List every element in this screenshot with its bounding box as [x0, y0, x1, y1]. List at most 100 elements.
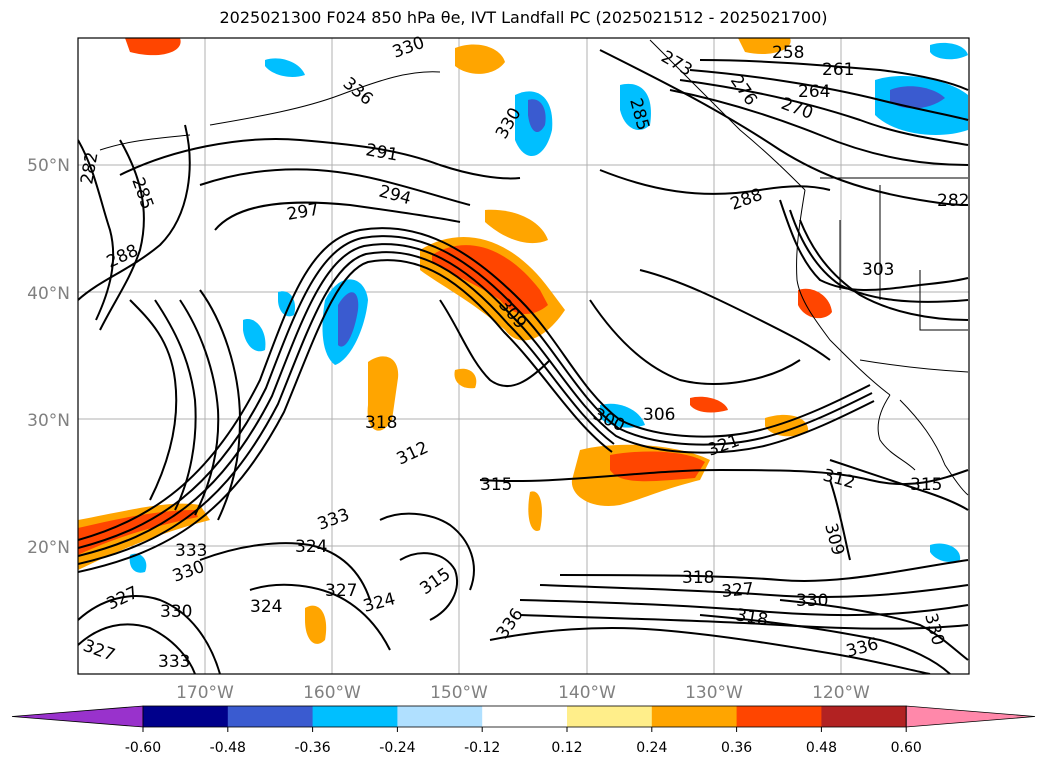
longitude-labels: 170°W 160°W 150°W 140°W 130°W 120°W — [176, 683, 870, 703]
ivt-positive-coast — [798, 288, 832, 319]
ivt-positive-central — [367, 356, 399, 431]
colorbar-tick-label: -0.60 — [125, 740, 161, 756]
lat-label-40: 40°N — [27, 284, 70, 304]
coastline-alaska-west — [99, 134, 191, 151]
lat-label-20: 20°N — [27, 538, 70, 558]
ivt-shading — [78, 38, 968, 644]
contour-south-mid-1 — [379, 512, 475, 591]
contour-labels: 282 285 288 291 294 297 261 258 264 270 … — [77, 33, 969, 672]
contour-288-east — [599, 169, 831, 195]
contour-west-294 — [179, 299, 220, 516]
ivt-strong-negative-northeast — [890, 86, 945, 109]
lon-label-150: 150°W — [430, 683, 488, 703]
contour-312-jet-5 — [78, 259, 613, 573]
colorbar-segment — [312, 706, 398, 727]
contour-285-west — [99, 139, 145, 331]
contour-north-264 — [689, 69, 969, 121]
lon-label-160: 160°W — [303, 683, 361, 703]
contour-label: 261 — [822, 60, 854, 80]
ivt-positive-small-7 — [485, 209, 548, 244]
contour-label: 327 — [325, 581, 357, 601]
contour-west-288 — [129, 299, 178, 501]
colorbar-segment — [397, 706, 483, 727]
contour-label: 315 — [480, 475, 512, 495]
contour-west-291 — [154, 299, 197, 511]
coastline-mexico — [899, 399, 969, 496]
contour-south-west-3 — [199, 542, 371, 601]
contour-mid-1 — [439, 299, 551, 387]
contour-label: 282 — [937, 191, 969, 211]
contour-label: 324 — [250, 597, 282, 617]
colorbar-tick-label: -0.48 — [210, 740, 246, 756]
contour-309-jet-4 — [78, 251, 615, 565]
contour-291 — [119, 138, 521, 180]
contour-south-mid-2 — [399, 552, 458, 621]
contour-330-south — [779, 599, 969, 661]
contour-south-west-4 — [249, 583, 391, 651]
contour-294 — [199, 168, 471, 206]
colorbar-tick-label: -0.12 — [464, 740, 500, 756]
lon-label-120: 120°W — [812, 683, 870, 703]
ivt-negative-small-1 — [930, 42, 968, 60]
contour-mid-2 — [589, 299, 801, 385]
contour-label: 318 — [365, 413, 397, 433]
lon-label-170: 170°W — [176, 683, 234, 703]
colorbar-tick-label: 0.36 — [721, 740, 752, 756]
lon-label-130: 130°W — [685, 683, 743, 703]
map-frame — [77, 37, 970, 675]
contour-318 — [559, 559, 969, 582]
coastlines — [99, 39, 969, 496]
contour-west-297 — [199, 289, 242, 521]
ivt-negative-small-4 — [278, 291, 296, 317]
contour-label: 306 — [643, 405, 675, 425]
colorbar-tick-label: -0.36 — [294, 740, 330, 756]
border-state-3 — [919, 270, 968, 331]
contour-label: 324 — [295, 537, 327, 557]
colorbar-extend-max — [905, 705, 1036, 728]
coastline-panhandle — [649, 39, 806, 191]
ivt-negative-small-6 — [930, 543, 961, 563]
colorbar-segment — [227, 706, 314, 727]
ivt-negative-small-3 — [243, 319, 266, 352]
contour-north-282 — [599, 49, 969, 206]
contour-label: 318 — [682, 568, 714, 588]
ivt-positive-small-8 — [528, 491, 542, 531]
colorbar-tick-label: -0.24 — [379, 740, 415, 756]
contour-north-276 — [669, 89, 969, 166]
contour-coast-3 — [799, 219, 969, 321]
contour-coast-1 — [779, 199, 969, 291]
colorbar-segment — [482, 706, 568, 727]
contour-label: 315 — [910, 475, 942, 495]
ivt-positive-small-3 — [738, 38, 791, 55]
contour-label: 264 — [798, 82, 830, 102]
ivt-negative-small-7 — [129, 553, 147, 573]
contour-306-jet-3 — [78, 243, 875, 557]
ivt-negative-small-2 — [265, 58, 305, 77]
border-us-mexico — [859, 359, 969, 373]
contour-336-south — [489, 627, 931, 674]
contour-288-west — [78, 124, 191, 301]
ivt-strong-negative-north-1 — [528, 99, 546, 133]
colorbar: -0.60 -0.48 -0.36 -0.24 -0.12 0.12 0.24 0.36 0.4… — [11, 705, 1036, 756]
contour-297 — [214, 201, 461, 231]
contour-321 — [539, 584, 969, 598]
ivt-positive-small-4 — [305, 605, 327, 644]
ivt-positive-small-2 — [125, 38, 181, 56]
lat-label-50: 50°N — [27, 156, 70, 176]
colorbar-tick-label: 0.12 — [551, 740, 582, 756]
ivt-strong-negative-band-west — [338, 292, 359, 347]
colorbar-segment — [567, 706, 653, 727]
contour-east-312 — [829, 459, 969, 511]
colorbar-outline — [142, 705, 907, 728]
contour-333-south — [699, 614, 951, 674]
contour-north-270 — [679, 79, 969, 146]
contour-327-south — [519, 614, 969, 630]
coastline-baja — [877, 394, 916, 471]
contour-label: 333 — [158, 652, 190, 672]
ivt-positive-small-6 — [765, 414, 809, 437]
colorbar-segment — [821, 706, 907, 727]
lon-label-140: 140°W — [558, 683, 616, 703]
colorbar-segment — [736, 706, 822, 727]
coastline-alaska-south — [209, 71, 441, 126]
